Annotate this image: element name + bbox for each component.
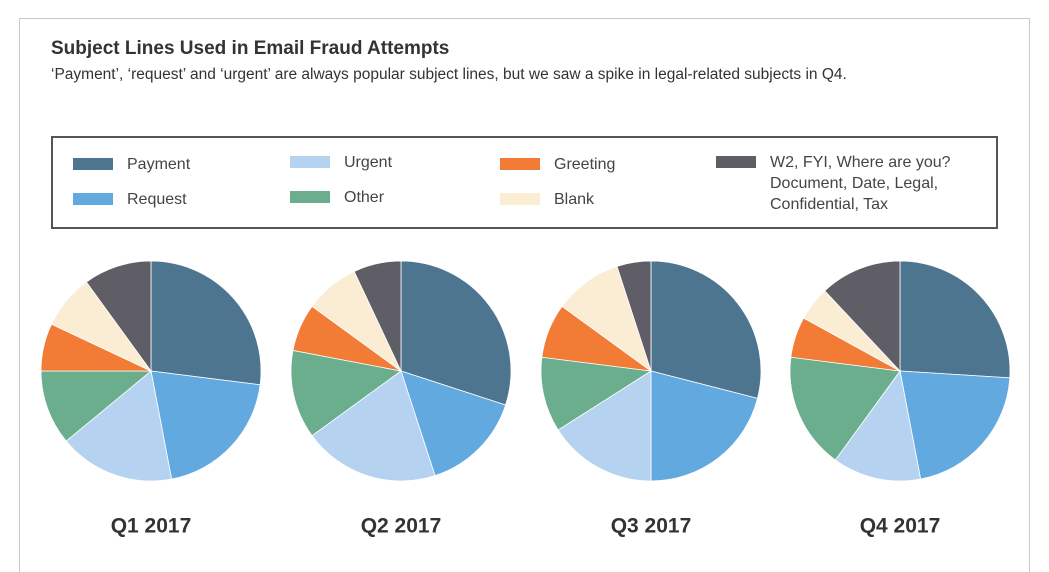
- legend-item: Blank: [500, 189, 704, 210]
- legend-swatch: [290, 156, 330, 168]
- pie-slice: [834, 370, 922, 482]
- legend-label: Greeting: [554, 156, 616, 173]
- legend-label: Blank: [554, 191, 595, 208]
- legend-item: W2, FYI, Where are you? Document, Date, …: [716, 152, 1030, 215]
- legend-swatch: [500, 158, 540, 170]
- legend-swatch: [290, 191, 330, 203]
- pie-label: Q4 2017: [860, 515, 941, 538]
- pie-slice: [899, 260, 1011, 379]
- pie-label: Q3 2017: [611, 515, 692, 538]
- frame: [19, 18, 1030, 572]
- legend-swatch: [500, 193, 540, 205]
- pie-slice: [650, 370, 759, 482]
- pie-slice: [824, 260, 901, 373]
- pie-slice: [557, 370, 652, 482]
- pie-slice: [290, 349, 402, 437]
- legend-swatch: [716, 156, 756, 168]
- pie-slice: [789, 356, 901, 461]
- pie-slice: [150, 370, 261, 480]
- legend-item: Greeting: [500, 154, 704, 175]
- pie-slice: [540, 356, 653, 431]
- pie-slice: [40, 370, 153, 442]
- legend-item: Request: [73, 189, 277, 210]
- pie-slice: [150, 260, 262, 386]
- pie-slice: [400, 370, 507, 477]
- pie-slice: [400, 260, 512, 406]
- legend-label: W2, FYI, Where are you? Document, Date, …: [770, 154, 951, 213]
- legend-item: Urgent: [290, 152, 494, 173]
- chart-title: Subject Lines Used in Email Fraud Attemp…: [51, 38, 450, 59]
- legend-label: Payment: [127, 156, 191, 173]
- legend-swatch: [73, 193, 113, 205]
- legend-label: Request: [127, 191, 187, 208]
- legend-swatch: [73, 158, 113, 170]
- pie-label: Q2 2017: [361, 515, 442, 538]
- legend-item: Payment: [73, 154, 277, 175]
- legend-item: Other: [290, 187, 494, 208]
- pie-slice: [311, 370, 436, 482]
- pie-slice: [616, 260, 652, 372]
- legend: Payment Request Urgent Other Greeting Blank W2…: [51, 136, 998, 229]
- pie-slice: [353, 260, 402, 372]
- legend-label: Urgent: [344, 154, 393, 171]
- legend-label: Other: [344, 189, 385, 206]
- pie-slice: [65, 370, 173, 482]
- pie-slice: [85, 260, 152, 373]
- pie-slice: [899, 370, 1011, 480]
- chart-subtitle: ‘Payment’, ‘request’ and ‘urgent’ are al…: [51, 66, 847, 83]
- pie-label: Q1 2017: [111, 515, 192, 538]
- pie-slice: [650, 260, 762, 399]
